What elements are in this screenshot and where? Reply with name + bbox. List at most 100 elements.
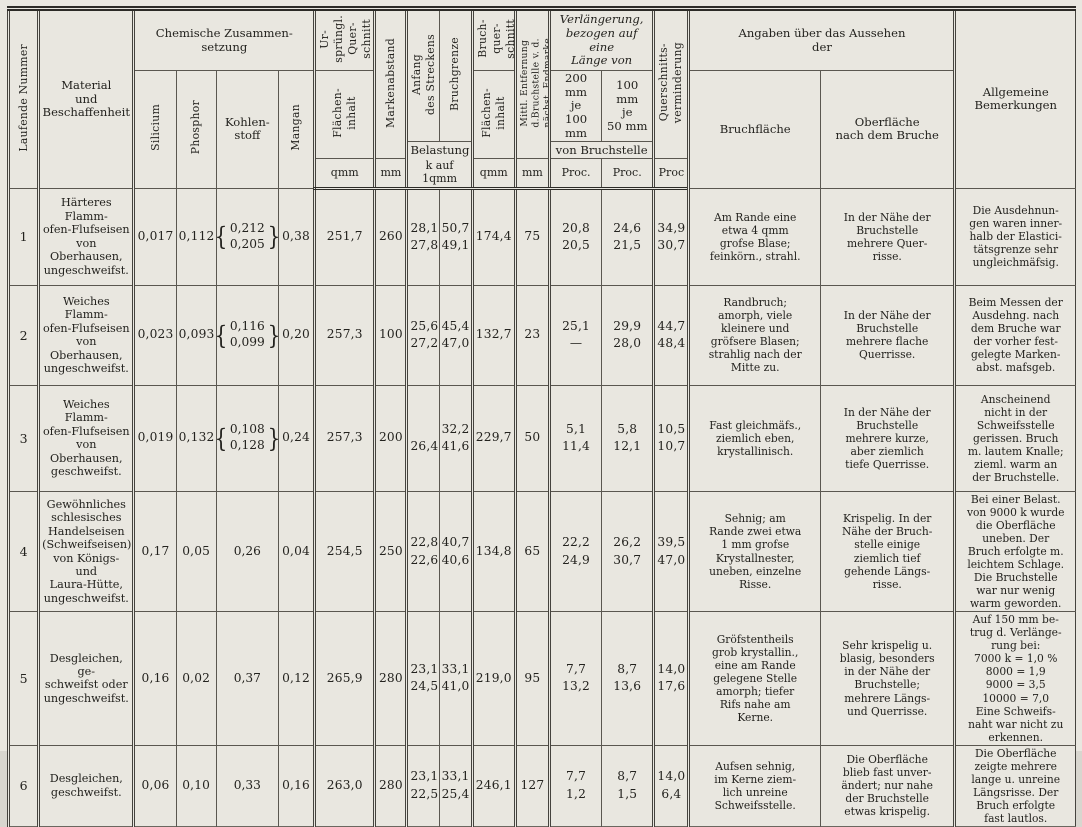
bruchquerschnitt-value: 174,4 (472, 188, 515, 285)
bruchgrenze-value: 45,4 47,0 (439, 285, 472, 385)
flaecheninhalt-value: 251,7 (315, 188, 375, 285)
anfang-streckens-value: 26,4 (407, 385, 439, 491)
bruchquerschnitt-value: 132,7 (472, 285, 515, 385)
materials-test-table: Laufende Nummer Material und Beschaffenh… (7, 6, 1076, 827)
querschnittsverminderung-value: 14,0 6,4 (654, 745, 689, 826)
mittlere-entfernung-value: 127 (515, 745, 549, 826)
row-number: 2 (9, 285, 39, 385)
urspruenglicher-querschnitt-label: Ur- sprüngl. Quer- schnitt (318, 15, 374, 63)
mangan-value: 0,12 (278, 612, 314, 745)
silicium-value: 0,023 (134, 285, 176, 385)
col-header-verlaengerung-100: 100 mm je 50 mm (602, 71, 654, 142)
oberflaeche-text: In der Nähe der Bruchstelle mehrere kurz… (820, 385, 955, 491)
markenabstand-value: 250 (375, 491, 407, 611)
phosphor-value: 0,093 (176, 285, 216, 385)
col-group-chemische-zusammensetzung: Chemische Zusammen- setzung (134, 9, 315, 71)
left-brace: { (216, 222, 227, 251)
unit-proc-100: Proc. (602, 159, 654, 188)
querschnittsverminderung-value: 14,0 17,6 (654, 612, 689, 745)
col-header-laufende-nummer: Laufende Nummer (9, 9, 39, 189)
row-number: 3 (9, 385, 39, 491)
phosphor-value: 0,05 (176, 491, 216, 611)
mangan-value: 0,38 (278, 188, 314, 285)
table-row-1: 1 Härteres Flamm- ofen-Flufseisen von Ob… (9, 188, 1076, 285)
unit-qmm-bruch: qmm (472, 159, 515, 188)
col-header-phosphor: Phosphor (176, 71, 216, 189)
anfang-des-streckens-label: Anfang des Streckens (410, 34, 438, 115)
verlaengerung-100-value: 24,6 21,5 (602, 188, 654, 285)
verlaengerung-200-value: 5,1 11,4 (549, 385, 601, 491)
oberflaeche-text: Krispelig. In der Nähe der Bruch- stelle… (820, 491, 955, 611)
verlaengerung-100-value: 8,7 13,6 (602, 612, 654, 745)
right-brace: } (267, 222, 278, 251)
left-brace: { (216, 424, 227, 453)
kohlenstoff-value: {0,116 0,099} (216, 285, 278, 385)
silicium-value: 0,16 (134, 612, 176, 745)
bruchquerschnitt-label: Bruch- quer- schnitt (476, 19, 516, 59)
bruchgrenze-value: 33,1 25,4 (439, 745, 472, 826)
col-header-allgemeine-bemerkungen: Allgemeine Bemerkungen (955, 9, 1076, 189)
material-value: Desgleichen, geschweifst. (39, 745, 134, 826)
verlaengerung-100-value: 29,9 28,0 (602, 285, 654, 385)
scanned-page: Laufende Nummer Material und Beschaffenh… (0, 0, 1082, 751)
col-header-mittlere-entfernung: Mittl. Entfernung d.Bruchstelle v. d. nä… (515, 9, 549, 159)
material-value: Weiches Flamm- ofen-Flufseisen von Oberh… (39, 285, 134, 385)
unit-mm-marken: mm (375, 159, 407, 188)
oberflaeche-text: In der Nähe der Bruchstelle mehrere Quer… (820, 188, 955, 285)
querschnittsverminderung-label: Querschnitts- verminderung (657, 42, 685, 123)
verlaengerung-100-value: 5,8 12,1 (602, 385, 654, 491)
bruchflaeche-text: Aufsen sehnig, im Kerne ziem- lich unrei… (689, 745, 820, 826)
anfang-streckens-value: 28,1 27,8 (407, 188, 439, 285)
col-group-verlaengerung: Verlängerung, bezogen auf eine Länge von (549, 9, 653, 71)
bruchgrenze-value: 33,1 41,0 (439, 612, 472, 745)
verlaengerung-200-value: 22,2 24,9 (549, 491, 601, 611)
mangan-value: 0,24 (278, 385, 314, 491)
material-value: Weiches Flamm- ofen-Flufseisen von Oberh… (39, 385, 134, 491)
silicium-value: 0,017 (134, 188, 176, 285)
row-number: 4 (9, 491, 39, 611)
kohlenstoff-value: 0,33 (216, 745, 278, 826)
mittlere-entfernung-value: 65 (515, 491, 549, 611)
bruchflaeche-text: Sehnig; am Rande zwei etwa 1 mm grofse K… (689, 491, 820, 611)
table-row-5: 5 Desgleichen, ge- schweifst oder ungesc… (9, 612, 1076, 745)
table-row-4: 4 Gewöhnliches schlesisches Handelseisen… (9, 491, 1076, 611)
silicium-label: Silicium (149, 104, 163, 151)
verlaengerung-200-value: 7,7 1,2 (549, 745, 601, 826)
markenabstand-label: Markenabstand (384, 38, 398, 128)
col-header-flaecheninhalt-ursprung: Flächen- inhalt (315, 71, 375, 159)
unit-proc-qv: Proc (654, 159, 689, 188)
col-header-mangan: Mangan (278, 71, 314, 189)
markenabstand-value: 100 (375, 285, 407, 385)
bruchflaeche-text: Gröfstentheils grob krystallin., eine am… (689, 612, 820, 745)
right-brace: } (267, 321, 278, 350)
col-header-bruchgrenze: Bruchgrenze (439, 9, 472, 142)
bemerkungen-text: Die Oberfläche zeigte mehrere lange u. u… (955, 745, 1076, 826)
bruchgrenze-value: 32,2 41,6 (439, 385, 472, 491)
bemerkungen-text: Auf 150 mm be- trug d. Verlänge- rung be… (955, 612, 1076, 745)
bruchflaeche-text: Am Rande eine etwa 4 qmm grofse Blase; f… (689, 188, 820, 285)
markenabstand-value: 200 (375, 385, 407, 491)
col-header-material: Material und Beschaffenheit (39, 9, 134, 189)
flaecheninhalt-label: Flächen- inhalt (331, 88, 359, 138)
table-header: Laufende Nummer Material und Beschaffenh… (9, 9, 1076, 189)
kohlenstoff-numbers: 0,212 0,205 (230, 221, 265, 253)
unit-belastung: k auf 1qmm (407, 159, 472, 188)
bruchgrenze-value: 50,7 49,1 (439, 188, 472, 285)
kohlenstoff-value: 0,37 (216, 612, 278, 745)
table-row-6: 6 Desgleichen, geschweifst. 0,06 0,10 0,… (9, 745, 1076, 826)
bemerkungen-text: Die Ausdehnun- gen waren inner- halb der… (955, 188, 1076, 285)
phosphor-value: 0,10 (176, 745, 216, 826)
mangan-value: 0,16 (278, 745, 314, 826)
col-header-kohlenstoff: Kohlen- stoff (216, 71, 278, 189)
kohlenstoff-numbers: 0,37 (234, 671, 261, 687)
col-header-flaecheninhalt-bruch: Flächen- inhalt (472, 71, 515, 159)
bruchgrenze-label: Bruchgrenze (448, 37, 462, 111)
kohlenstoff-value: {0,212 0,205} (216, 188, 278, 285)
mittlere-entfernung-value: 75 (515, 188, 549, 285)
silicium-value: 0,06 (134, 745, 176, 826)
mangan-label: Mangan (289, 104, 303, 151)
bruchflaeche-text: Fast gleichmäfs., ziemlich eben, krystal… (689, 385, 820, 491)
bruchquerschnitt-value: 229,7 (472, 385, 515, 491)
querschnittsverminderung-value: 44,7 48,4 (654, 285, 689, 385)
markenabstand-value: 280 (375, 612, 407, 745)
